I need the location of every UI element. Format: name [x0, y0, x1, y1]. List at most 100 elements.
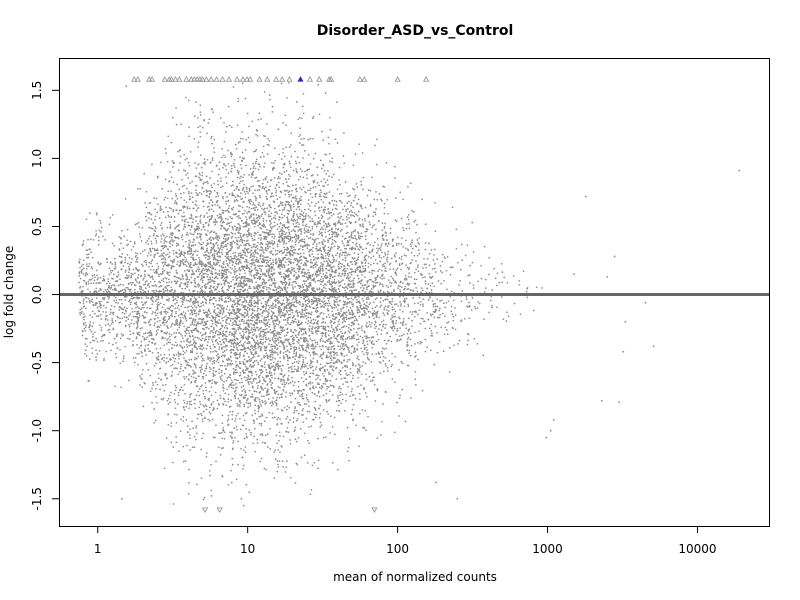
gene-point: [214, 316, 217, 319]
gene-point: [236, 285, 239, 288]
gene-point: [185, 258, 188, 261]
gene-point: [130, 283, 133, 286]
gene-point: [189, 241, 192, 243]
gene-point: [137, 333, 140, 336]
gene-point: [384, 222, 386, 225]
gene-point: [221, 147, 223, 150]
gene-point: [281, 445, 283, 448]
gene-point: [156, 211, 159, 214]
gene-point: [189, 341, 191, 344]
gene-point: [111, 214, 114, 216]
gene-point: [234, 251, 237, 254]
gene-point: [288, 201, 290, 204]
gene-point: [187, 177, 190, 179]
gene-point: [202, 498, 205, 501]
gene-point: [338, 285, 341, 288]
gene-point: [206, 320, 209, 322]
gene-point: [231, 418, 234, 420]
gene-point: [148, 211, 151, 214]
gene-point: [236, 338, 239, 341]
gene-point: [254, 150, 257, 152]
gene-point: [273, 283, 276, 285]
gene-point: [188, 344, 190, 347]
gene-point: [156, 308, 159, 311]
gene-point: [350, 271, 352, 274]
gene-point: [347, 347, 350, 349]
gene-point: [341, 326, 343, 329]
gene-point: [302, 215, 305, 218]
gene-point: [245, 309, 248, 311]
gene-point: [154, 218, 156, 221]
gene-point: [257, 346, 260, 349]
gene-point: [357, 232, 360, 235]
gene-point: [248, 223, 250, 225]
gene-point: [329, 319, 332, 322]
gene-point: [195, 101, 198, 103]
gene-point: [126, 254, 129, 256]
gene-point: [369, 302, 372, 304]
gene-point: [283, 303, 285, 305]
gene-point: [168, 251, 171, 254]
gene-point: [183, 184, 186, 187]
gene-point: [209, 360, 211, 362]
gene-point: [418, 243, 420, 245]
gene-point: [148, 261, 151, 264]
gene-point: [205, 244, 208, 247]
gene-point: [261, 432, 263, 435]
gene-point: [292, 220, 295, 222]
gene-point: [220, 251, 223, 254]
gene-point: [214, 237, 217, 239]
gene-point: [95, 359, 98, 361]
gene-point: [361, 329, 363, 332]
gene-point: [286, 246, 289, 249]
gene-point: [260, 335, 262, 337]
gene-point: [315, 378, 317, 381]
gene-point: [484, 278, 487, 281]
gene-point: [358, 370, 361, 373]
gene-point: [100, 326, 103, 329]
gene-point: [91, 277, 94, 280]
gene-point: [496, 306, 498, 309]
gene-point: [298, 205, 300, 208]
gene-point: [243, 244, 246, 247]
gene-point: [276, 396, 278, 399]
gene-point: [160, 245, 163, 248]
gene-point: [314, 407, 317, 410]
gene-point: [290, 200, 293, 203]
gene-point: [372, 312, 375, 315]
gene-point: [234, 420, 236, 422]
gene-point: [283, 346, 286, 349]
gene-point: [291, 376, 293, 379]
gene-point: [305, 276, 308, 278]
gene-point: [343, 355, 346, 358]
gene-point: [176, 197, 179, 200]
gene-point: [294, 438, 297, 441]
gene-point: [262, 330, 265, 333]
gene-point: [179, 324, 181, 327]
gene-point: [390, 318, 392, 320]
gene-point: [226, 388, 228, 391]
gene-point: [330, 361, 332, 364]
gene-point: [361, 308, 363, 311]
gene-point: [351, 377, 354, 380]
gene-point: [319, 426, 322, 428]
gene-point: [273, 177, 276, 179]
gene-point: [422, 276, 424, 279]
gene-point: [293, 249, 295, 251]
gene-point: [362, 299, 365, 302]
gene-point: [238, 341, 241, 344]
gene-point: [286, 415, 289, 418]
gene-point: [146, 336, 148, 339]
gene-point: [176, 344, 179, 346]
gene-point: [268, 378, 271, 381]
gene-point: [229, 349, 232, 352]
gene-point: [297, 366, 299, 368]
gene-point: [84, 343, 87, 345]
gene-point: [303, 454, 306, 456]
gene-point: [380, 304, 383, 307]
gene-point: [246, 342, 249, 344]
gene-point: [195, 328, 197, 331]
gene-point: [314, 290, 316, 293]
gene-point: [266, 153, 269, 156]
gene-point: [143, 283, 145, 286]
